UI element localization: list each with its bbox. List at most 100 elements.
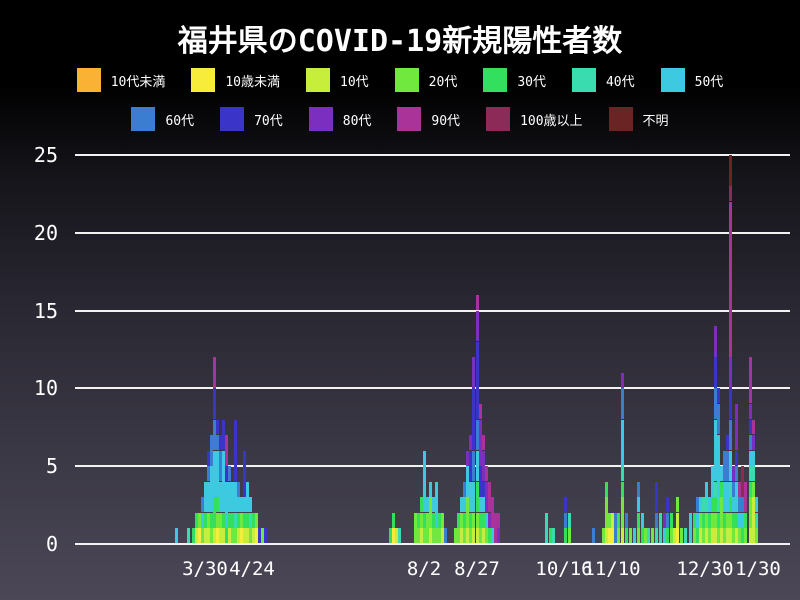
bar-segment xyxy=(625,512,628,528)
bar-segment xyxy=(659,512,662,544)
bar-segment xyxy=(216,450,219,497)
bar-segment xyxy=(417,528,420,544)
bar-segment xyxy=(641,528,644,544)
bar-segment xyxy=(463,481,466,497)
bar-segment xyxy=(696,512,699,528)
bar-segment xyxy=(429,497,432,528)
bar-segment xyxy=(225,528,228,544)
bar-segment xyxy=(429,528,432,544)
bar-segment xyxy=(444,528,447,544)
bar-segment xyxy=(426,497,429,513)
bar-segment xyxy=(466,497,469,528)
bar-segment xyxy=(614,512,617,544)
bar-segment xyxy=(693,512,696,528)
bar-segment xyxy=(723,528,726,544)
bar-segment xyxy=(246,528,249,544)
bar-segment xyxy=(216,435,219,451)
bar-segment xyxy=(641,512,644,528)
bar-segment xyxy=(749,497,752,528)
x-axis-tick-label: 12/30 xyxy=(676,558,734,580)
bar-segment xyxy=(246,481,249,513)
legend-swatch-icon xyxy=(486,107,511,131)
bar-segment xyxy=(219,528,222,544)
bar-segment xyxy=(655,512,658,528)
bar-segment xyxy=(749,466,752,482)
bar-segment xyxy=(699,497,702,513)
bar-segment xyxy=(432,512,435,528)
bar-segment xyxy=(441,528,444,544)
bar-segment xyxy=(621,372,624,388)
bar-segment xyxy=(213,357,216,388)
bar-segment xyxy=(476,528,479,544)
legend-swatch-icon xyxy=(660,68,685,92)
legend-label: 100歳以上 xyxy=(520,113,583,129)
bar-segment xyxy=(454,528,457,544)
bar-segment xyxy=(723,512,726,528)
bar-segment xyxy=(717,512,720,528)
legend-label: 60代 xyxy=(165,113,195,129)
bar-segment xyxy=(432,528,435,544)
bar-segment xyxy=(237,481,240,497)
bar-segment xyxy=(201,528,204,544)
y-axis-tick-label: 15 xyxy=(33,298,58,323)
bar-segment xyxy=(234,419,237,482)
bar-segment xyxy=(482,450,485,482)
bar-segment xyxy=(472,357,475,388)
bar-segment xyxy=(564,528,567,544)
bar-segment xyxy=(210,435,213,466)
bar-segment xyxy=(752,450,755,466)
bar-segment xyxy=(423,450,426,513)
bar-segment xyxy=(482,481,485,497)
legend-label: 30代 xyxy=(517,74,546,90)
bar-segment xyxy=(497,528,500,544)
bar-segment xyxy=(398,528,401,544)
bar-segment xyxy=(228,512,231,528)
legend-item: 90代 xyxy=(397,107,460,131)
bar-segment xyxy=(228,481,231,513)
bar-segment xyxy=(476,419,479,451)
legend-item: 70代 xyxy=(220,107,283,131)
bar-segment xyxy=(252,512,255,528)
bar-segment xyxy=(621,528,624,544)
bar-segment xyxy=(469,435,472,451)
bar-segment xyxy=(207,481,210,513)
bar-segment xyxy=(423,512,426,528)
bar-segment xyxy=(617,512,620,528)
legend-item: 10歳未満 xyxy=(191,68,280,92)
bar-segment xyxy=(741,497,744,513)
bar-segment xyxy=(457,528,460,544)
bar-segment xyxy=(673,528,676,544)
bar-segment xyxy=(216,528,219,544)
bar-segment xyxy=(723,450,726,482)
bar-segment xyxy=(426,512,429,544)
bar-segment xyxy=(207,528,210,544)
bar-segment xyxy=(702,512,705,528)
bar-segment xyxy=(729,450,732,482)
bar-segment xyxy=(696,497,699,513)
bar-segment xyxy=(738,497,741,513)
bar-segment xyxy=(752,419,755,435)
legend-row-2: 60代 70代 80代 90代 100歳以上 不明 xyxy=(0,107,800,131)
bar-segment xyxy=(210,528,213,544)
bar-segment xyxy=(240,528,243,544)
bar-segment xyxy=(243,497,246,513)
bar-segment xyxy=(435,528,438,544)
bar-segment xyxy=(711,466,714,497)
bar-segment xyxy=(192,528,195,544)
bar-segment xyxy=(420,512,423,528)
bar-segment xyxy=(240,512,243,528)
bar-segment xyxy=(488,528,491,544)
bar-segment xyxy=(726,450,729,482)
bar-segment xyxy=(213,388,216,419)
bar-segment xyxy=(187,528,190,544)
bar-segment xyxy=(738,512,741,528)
bar-segment xyxy=(469,512,472,528)
bar-segment xyxy=(605,481,608,497)
legend-swatch-icon xyxy=(191,68,216,92)
bar-segment xyxy=(231,528,234,544)
bar-segment xyxy=(714,497,717,513)
bar-segment xyxy=(488,512,491,528)
bar-segment xyxy=(717,435,720,497)
legend-label: 不明 xyxy=(642,113,669,129)
bar-segment xyxy=(621,388,624,419)
